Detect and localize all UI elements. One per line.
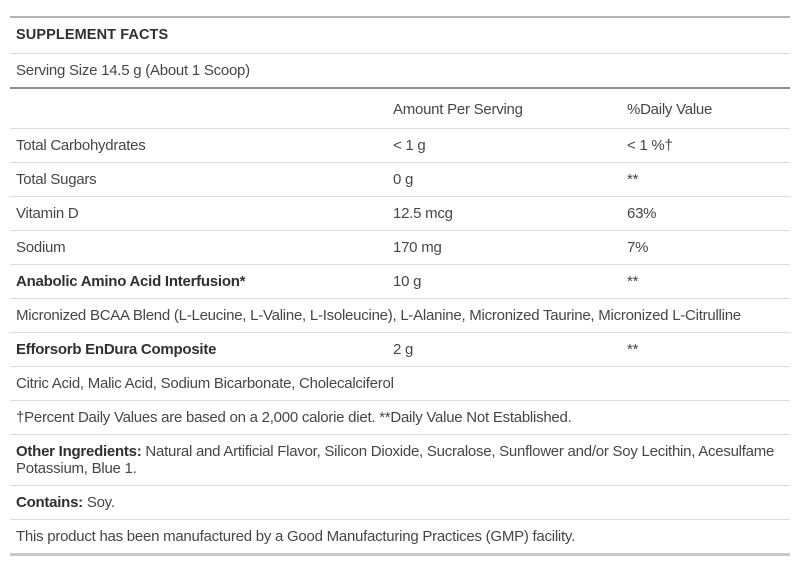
nutrient-label: Total Sugars <box>16 171 97 188</box>
nutrient-amount: 2 g <box>393 341 414 358</box>
col-header-amount: Amount Per Serving <box>393 101 523 118</box>
note-text: Citric Acid, Malic Acid, Sodium Bicarbon… <box>16 375 394 392</box>
nutrient-row: Vitamin D 12.5 mcg 63% <box>10 197 790 231</box>
note-text: This product has been manufactured by a … <box>16 528 575 545</box>
nutrient-row: Efforsorb EnDura Composite 2 g ** <box>10 333 790 367</box>
nutrient-daily-value: ** <box>627 273 639 290</box>
nutrient-row: Anabolic Amino Acid Interfusion* 10 g ** <box>10 265 790 299</box>
column-header-row: Amount Per Serving %Daily Value <box>10 89 790 129</box>
nutrient-daily-value: < 1 %† <box>627 137 673 154</box>
note-text: Micronized BCAA Blend (L-Leucine, L-Vali… <box>16 307 741 324</box>
nutrient-label: Total Carbohydrates <box>16 137 146 154</box>
note-prefix: Contains: <box>16 494 83 511</box>
nutrient-amount: 12.5 mcg <box>393 205 453 222</box>
note-text: Soy. <box>82 494 115 511</box>
nutrient-amount: 10 g <box>393 273 422 290</box>
nutrient-label: Anabolic Amino Acid Interfusion* <box>16 273 246 290</box>
nutrient-label: Efforsorb EnDura Composite <box>16 341 217 358</box>
note-text: †Percent Daily Values are based on a 2,0… <box>16 409 572 426</box>
note-row: Micronized BCAA Blend (L-Leucine, L-Vali… <box>10 299 790 333</box>
col-header-dv: %Daily Value <box>627 101 713 118</box>
col-header-blank <box>16 101 393 118</box>
nutrient-daily-value: 7% <box>627 239 649 256</box>
serving-size: Serving Size 14.5 g (About 1 Scoop) <box>10 54 790 89</box>
nutrient-amount: < 1 g <box>393 137 426 154</box>
supplement-facts-table: SUPPLEMENT FACTS Serving Size 14.5 g (Ab… <box>10 16 790 556</box>
nutrient-daily-value: ** <box>627 171 639 188</box>
nutrient-row: Sodium 170 mg 7% <box>10 231 790 265</box>
note-row: Contains: Soy. <box>10 486 790 520</box>
note-prefix: Other Ingredients: <box>16 443 142 460</box>
facts-title: SUPPLEMENT FACTS <box>10 18 790 54</box>
nutrient-label: Vitamin D <box>16 205 79 222</box>
note-text: Natural and Artificial Flavor, Silicon D… <box>16 443 775 477</box>
nutrient-daily-value: ** <box>627 341 639 358</box>
nutrient-row: Total Sugars 0 g ** <box>10 163 790 197</box>
nutrient-amount: 0 g <box>393 171 414 188</box>
rows-container: Total Carbohydrates < 1 g < 1 %† Total Suga… <box>10 129 790 553</box>
note-row: Other Ingredients: Natural and Artificia… <box>10 435 790 486</box>
nutrient-row: Total Carbohydrates < 1 g < 1 %† <box>10 129 790 163</box>
note-row: †Percent Daily Values are based on a 2,0… <box>10 401 790 435</box>
nutrient-amount: 170 mg <box>393 239 442 256</box>
nutrient-daily-value: 63% <box>627 205 657 222</box>
note-row: This product has been manufactured by a … <box>10 520 790 553</box>
note-row: Citric Acid, Malic Acid, Sodium Bicarbon… <box>10 367 790 401</box>
nutrient-label: Sodium <box>16 239 66 256</box>
